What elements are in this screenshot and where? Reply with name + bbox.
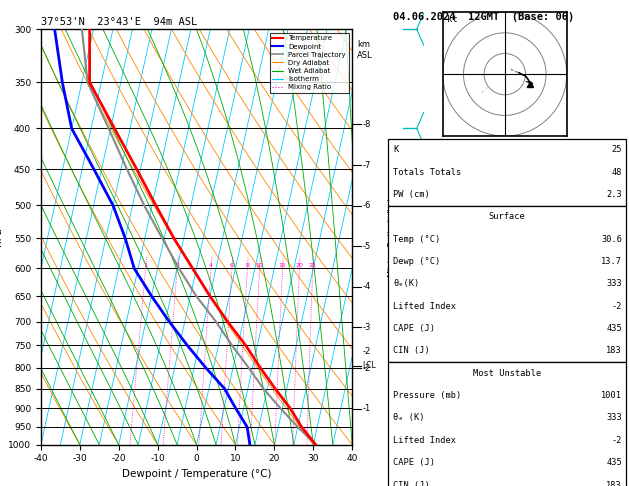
Text: LCL: LCL: [363, 361, 376, 370]
Legend: Temperature, Dewpoint, Parcel Trajectory, Dry Adiabat, Wet Adiabat, Isotherm, Mi: Temperature, Dewpoint, Parcel Trajectory…: [270, 33, 348, 93]
Text: 48: 48: [611, 168, 622, 176]
Text: 1001: 1001: [601, 391, 622, 400]
Text: Dewp (°C): Dewp (°C): [393, 257, 440, 266]
Text: CIN (J): CIN (J): [393, 481, 430, 486]
Text: 20: 20: [296, 263, 303, 268]
Text: 30.6: 30.6: [601, 235, 622, 243]
Text: 37°53'N  23°43'E  94m ASL: 37°53'N 23°43'E 94m ASL: [41, 17, 197, 27]
Y-axis label: hPa: hPa: [0, 227, 3, 246]
Text: -8: -8: [363, 120, 371, 129]
Text: 333: 333: [606, 279, 622, 288]
Text: K: K: [393, 145, 398, 154]
Text: -2: -2: [611, 302, 622, 311]
Text: Pressure (mb): Pressure (mb): [393, 391, 462, 400]
Text: 2: 2: [175, 263, 179, 268]
Text: 435: 435: [606, 458, 622, 467]
Text: θₑ (K): θₑ (K): [393, 414, 425, 422]
Text: 183: 183: [606, 481, 622, 486]
Text: km
ASL: km ASL: [357, 40, 372, 60]
X-axis label: Dewpoint / Temperature (°C): Dewpoint / Temperature (°C): [122, 469, 271, 479]
Text: 25: 25: [309, 263, 316, 268]
Text: -7: -7: [363, 160, 371, 170]
Text: 25: 25: [611, 145, 622, 154]
Text: -2: -2: [363, 347, 371, 356]
Text: -2: -2: [611, 436, 622, 445]
Text: 435: 435: [606, 324, 622, 333]
Text: -1: -1: [363, 404, 371, 413]
Text: CAPE (J): CAPE (J): [393, 458, 435, 467]
Text: Lifted Index: Lifted Index: [393, 436, 456, 445]
Text: 333: 333: [606, 414, 622, 422]
Text: -2: -2: [363, 364, 371, 373]
Text: Lifted Index: Lifted Index: [393, 302, 456, 311]
Text: Mixing Ratio (g/kg): Mixing Ratio (g/kg): [388, 197, 397, 277]
Text: 6: 6: [230, 263, 234, 268]
Text: 8: 8: [245, 263, 249, 268]
Text: kt: kt: [447, 16, 458, 24]
Text: 4: 4: [209, 263, 213, 268]
Text: -5: -5: [363, 242, 371, 251]
Text: -6: -6: [363, 201, 371, 210]
Text: Totals Totals: Totals Totals: [393, 168, 462, 176]
Text: 1: 1: [144, 263, 148, 268]
Text: -4: -4: [363, 282, 371, 291]
Text: Temp (°C): Temp (°C): [393, 235, 440, 243]
Text: 15: 15: [279, 263, 286, 268]
Text: CIN (J): CIN (J): [393, 347, 430, 355]
Text: CAPE (J): CAPE (J): [393, 324, 435, 333]
Text: 2.3: 2.3: [606, 190, 622, 199]
Text: 13.7: 13.7: [601, 257, 622, 266]
Text: 183: 183: [606, 347, 622, 355]
Text: 04.06.2024  12GMT  (Base: 06): 04.06.2024 12GMT (Base: 06): [393, 12, 574, 22]
Text: PW (cm): PW (cm): [393, 190, 430, 199]
Text: θₑ(K): θₑ(K): [393, 279, 420, 288]
Text: -3: -3: [363, 323, 371, 332]
Text: Most Unstable: Most Unstable: [473, 369, 541, 378]
Text: Surface: Surface: [489, 212, 525, 221]
Text: 10: 10: [256, 263, 264, 268]
